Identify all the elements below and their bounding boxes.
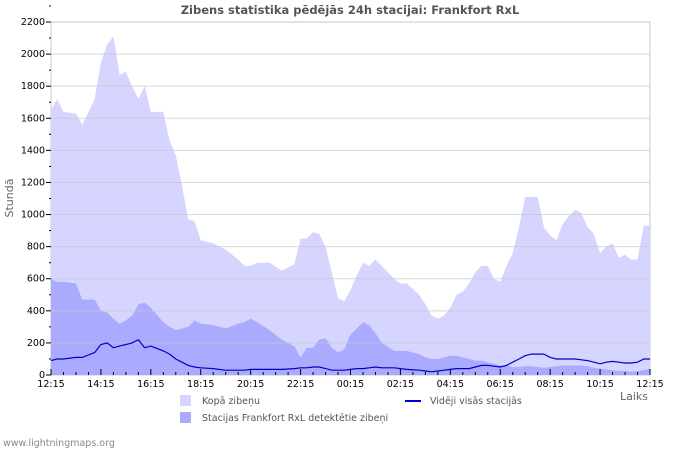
area-series-0: [51, 36, 650, 376]
y-tick-label: 600: [27, 274, 45, 285]
x-tick-label: 22:15: [287, 379, 314, 390]
x-tick-label: 00:15: [337, 379, 364, 390]
y-tick-label: 200: [27, 338, 45, 349]
legend-label-average: Vidēji visās stacijās: [430, 396, 522, 407]
legend-label-station: Stacijas Frankfort RxL detektētie zibeņi: [202, 413, 389, 424]
y-tick-label: 800: [27, 242, 45, 253]
x-tick-label: 12:15: [636, 379, 663, 390]
y-tick-label: 1200: [21, 177, 45, 188]
x-tick-label: 04:15: [437, 379, 464, 390]
line-average: [50, 338, 650, 373]
legend-swatch-total: [180, 395, 191, 406]
x-axis-label: Laiks: [620, 390, 649, 403]
y-tick-label: 1600: [21, 113, 45, 124]
x-tick-label: 18:15: [187, 379, 214, 390]
x-tick-label: 20:15: [237, 379, 264, 390]
chart-title: Zibens statistika pēdējās 24h stacijai: …: [180, 3, 520, 17]
x-tick-label: 06:15: [487, 379, 514, 390]
area-series-1: [51, 278, 650, 375]
y-tick-label: 0: [39, 370, 45, 381]
footer-link[interactable]: www.lightningmaps.org: [3, 438, 115, 449]
legend-swatch-station: [180, 412, 191, 423]
y-tick-label: 2200: [21, 17, 45, 28]
y-tick-label: 2000: [21, 49, 45, 60]
x-tick-label: 16:15: [137, 379, 164, 390]
legend-label-total: Kopā zibeņu: [202, 396, 260, 407]
y-tick-label: 1000: [21, 210, 45, 221]
y-tick-label: 1400: [21, 145, 45, 156]
x-tick-label: 12:15: [37, 379, 64, 390]
x-tick-label: 08:15: [536, 379, 563, 390]
y-axis-label: Stundā: [3, 179, 16, 218]
y-tick-label: 1800: [21, 81, 45, 92]
x-tick-label: 02:15: [387, 379, 414, 390]
y-tick-label: 400: [27, 306, 45, 317]
x-tick-label: 10:15: [586, 379, 613, 390]
x-tick-label: 14:15: [87, 379, 114, 390]
legend-line-average: [405, 400, 421, 402]
